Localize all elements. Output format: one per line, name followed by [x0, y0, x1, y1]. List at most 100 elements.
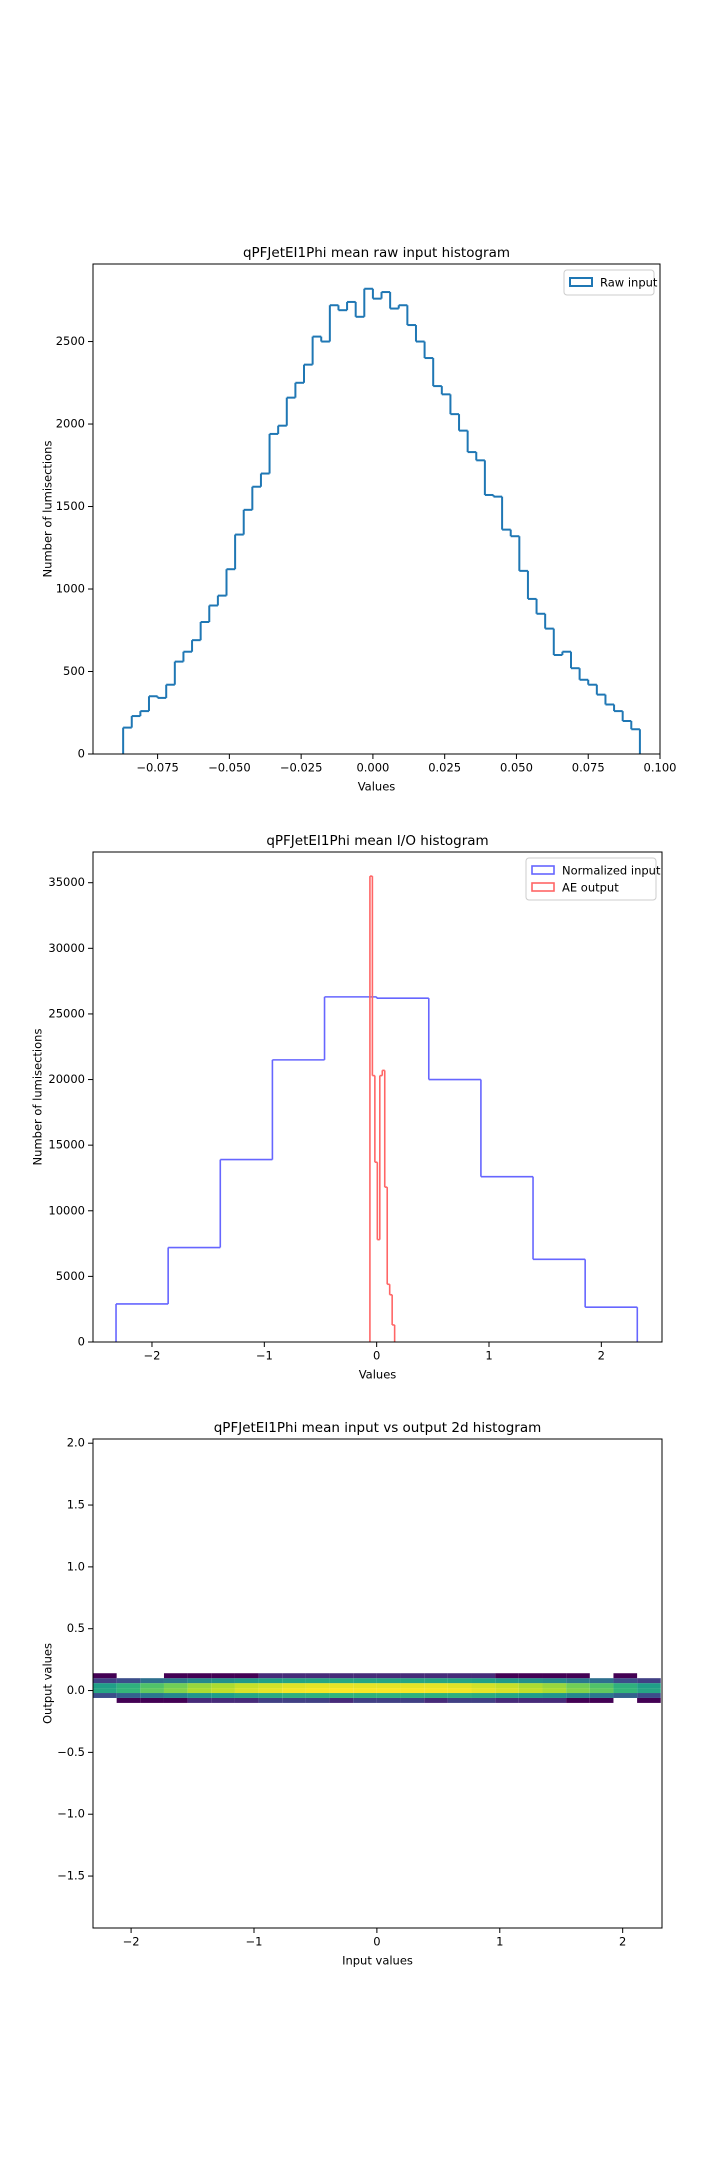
hist2d-cell — [353, 1693, 377, 1698]
hist2d-cell — [282, 1697, 306, 1703]
y-tick-label: 25000 — [48, 1006, 85, 1020]
hist2d-cell — [495, 1693, 519, 1698]
hist2d-cell — [566, 1673, 590, 1679]
hist2d-cell — [187, 1673, 212, 1679]
hist2d-cell — [187, 1693, 212, 1698]
hist2d-cell — [613, 1673, 638, 1679]
y-tick-label: 1000 — [56, 582, 85, 596]
hist2d-cell — [187, 1678, 212, 1684]
hist2d-cell — [163, 1697, 188, 1703]
chart-title: qPFJetEI1Phi mean raw input histogram — [243, 245, 510, 261]
x-tick-label: −0.075 — [136, 761, 179, 775]
hist2d-cell — [211, 1683, 235, 1689]
hist2d-cell — [566, 1688, 590, 1694]
hist2d-cell — [400, 1693, 425, 1698]
y-tick-label: 2000 — [56, 417, 85, 431]
hist2d-cell — [140, 1688, 164, 1694]
hist2d-cell — [376, 1697, 401, 1703]
hist2d-cell — [400, 1673, 425, 1679]
x-tick-label: 2 — [619, 1935, 626, 1949]
y-tick-label: 35000 — [48, 875, 85, 889]
y-tick-label: −0.5 — [57, 1745, 85, 1759]
hist2d-cell — [637, 1697, 661, 1703]
hist2d-cell — [116, 1693, 141, 1698]
hist2d-cell — [93, 1673, 117, 1679]
hist2d-cell — [211, 1697, 235, 1703]
hist2d-cell — [471, 1688, 496, 1694]
x-tick-label: 0.050 — [500, 761, 533, 775]
hist2d-cell — [495, 1688, 519, 1694]
chart: qPFJetEI1Phi mean input vs output 2d his… — [41, 1420, 663, 1968]
y-tick-label: 0.5 — [67, 1621, 85, 1635]
hist2d-cell — [589, 1693, 614, 1698]
hist2d-cell — [282, 1683, 306, 1689]
hist2d-cell — [211, 1693, 235, 1698]
legend-box — [563, 269, 655, 296]
hist2d-cell — [353, 1697, 377, 1703]
chart: qPFJetEI1Phi mean I/O histogram −2 −1 0 1 2 0 5… — [31, 833, 663, 1382]
hist2d-cell — [116, 1678, 141, 1684]
hist2d-cell — [305, 1673, 330, 1679]
x-tick-label: −1 — [256, 1349, 273, 1363]
hist2d-cell — [140, 1683, 164, 1689]
hist2d-cell — [542, 1688, 567, 1694]
hist2d-cell — [495, 1697, 519, 1703]
hist2d-cell — [637, 1678, 661, 1684]
hist2d-cell — [447, 1673, 472, 1679]
legend-swatch — [531, 865, 555, 875]
x-tick-label: −0.050 — [208, 761, 251, 775]
hist2d-cell — [329, 1697, 354, 1703]
hist2d-cell — [471, 1683, 496, 1689]
hist2d-cell — [424, 1678, 448, 1684]
legend-label: Normalized input — [562, 864, 661, 878]
hist2d-cell — [376, 1678, 401, 1684]
hist2d-cell — [258, 1678, 283, 1684]
hist2d-cell — [329, 1688, 354, 1694]
x-axis-label: Values — [358, 780, 396, 794]
hist2d-cell — [376, 1673, 401, 1679]
hist2d-cell — [282, 1673, 306, 1679]
axes-frame — [92, 851, 663, 1343]
x-tick-label: −1 — [246, 1935, 263, 1949]
hist2d-cell — [163, 1693, 188, 1698]
hist2d-cell — [400, 1688, 425, 1694]
hist2d-cell — [566, 1678, 590, 1684]
y-tick-label: 0 — [78, 1335, 85, 1349]
legend-swatch — [531, 882, 555, 892]
hist2d-cell — [447, 1683, 472, 1689]
x-tick-label: −0.025 — [280, 761, 323, 775]
hist2d-cell — [211, 1678, 235, 1684]
chart-title: qPFJetEI1Phi mean input vs output 2d his… — [214, 1420, 542, 1436]
hist2d-cell — [116, 1688, 141, 1694]
y-tick-label: 1.0 — [67, 1559, 85, 1573]
hist2d-cell — [163, 1688, 188, 1694]
y-tick-label: 15000 — [48, 1138, 85, 1152]
x-tick-label: 0.075 — [572, 761, 605, 775]
hist2d-cell — [353, 1678, 377, 1684]
hist2d-cell — [305, 1693, 330, 1698]
hist2d-cell — [637, 1683, 661, 1689]
hist2d-cell — [566, 1683, 590, 1689]
hist2d-cell — [447, 1693, 472, 1698]
chart-title: qPFJetEI1Phi mean I/O histogram — [266, 833, 488, 849]
hist2d-cell — [589, 1678, 614, 1684]
x-axis-label: Input values — [342, 1954, 413, 1968]
hist2d-cell — [376, 1683, 401, 1689]
hist2d-cell — [329, 1693, 354, 1698]
plot-area — [93, 1673, 661, 1703]
y-tick-label: 2500 — [56, 334, 85, 348]
hist2d-cell — [566, 1697, 590, 1703]
hist2d-cell — [495, 1673, 519, 1679]
x-tick-label: 0 — [373, 1935, 380, 1949]
hist2d-cell — [542, 1673, 567, 1679]
hist2d-cell — [93, 1678, 117, 1684]
legend-label: Raw input — [600, 276, 658, 290]
y-tick-label: −1.0 — [57, 1807, 85, 1821]
hist2d-cell — [400, 1683, 425, 1689]
y-tick-label: 10000 — [48, 1203, 85, 1217]
y-tick-label: 2.0 — [67, 1436, 85, 1450]
hist2d-cell — [305, 1678, 330, 1684]
hist2d-cell — [140, 1678, 164, 1684]
hist2d-cell — [613, 1688, 638, 1694]
hist2d-cell — [116, 1697, 141, 1703]
